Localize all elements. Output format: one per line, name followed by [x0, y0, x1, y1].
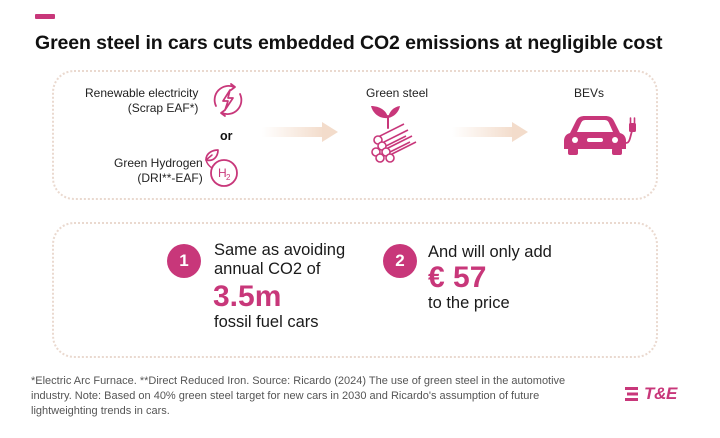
page-title: Green steel in cars cuts embedded CO2 em…: [35, 32, 663, 54]
fact-2-highlight: € 57: [428, 261, 487, 294]
fact-1-line-1: Same as avoiding: [214, 241, 346, 259]
hydrogen-symbol: H: [218, 166, 227, 180]
green-steel-bars-icon: [371, 106, 417, 163]
flow-arrow-1: [262, 122, 338, 142]
te-logo-icon: [625, 387, 638, 401]
fact-1-line-3: fossil fuel cars: [214, 313, 319, 331]
fact-2-line-1: And will only add: [428, 243, 552, 261]
renewable-source-label: Renewable electricity (Scrap EAF*): [85, 86, 199, 115]
title-accent-bar: [35, 14, 55, 19]
hydrogen-source-label: Green Hydrogen (DRI**-EAF): [114, 156, 203, 185]
process-flow-panel: [52, 70, 658, 200]
te-logo-text: T&E: [644, 384, 678, 403]
te-logo: T&E: [625, 384, 677, 404]
key-facts-panel: [52, 222, 658, 358]
fact-2-line-2: to the price: [428, 294, 510, 312]
lightning-cycle-icon: [213, 83, 243, 117]
footnote: *Electric Arc Furnace. **Direct Reduced …: [31, 375, 566, 417]
hydrogen-leaf-icon: H 2: [205, 149, 238, 187]
fact-1-line-2: annual CO2 of: [214, 260, 321, 278]
or-connector: or: [220, 129, 233, 143]
green-steel-label: Green steel: [366, 86, 429, 100]
flow-arrow-2: [452, 122, 528, 142]
bevs-label: BEVs: [574, 86, 605, 100]
fact-2-badge: 2: [383, 244, 417, 278]
hydrogen-subscript: 2: [226, 173, 231, 182]
fact-1-badge: 1: [167, 244, 201, 278]
electric-car-icon: [564, 116, 636, 155]
fact-1-highlight: 3.5m: [213, 280, 282, 313]
